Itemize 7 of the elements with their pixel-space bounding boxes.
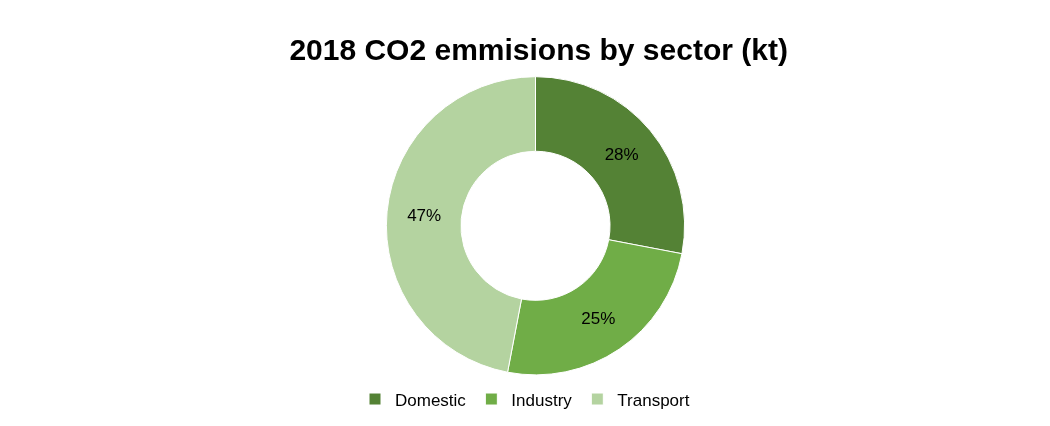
- legend-label: Industry: [511, 390, 573, 410]
- legend-label: Domestic: [395, 390, 467, 410]
- data-label: 25%: [581, 308, 616, 328]
- data-label: 47%: [407, 205, 442, 225]
- chart-title: 2018 CO2 emmisions by sector (kt): [289, 32, 788, 66]
- legend-label: Transport: [617, 390, 690, 410]
- data-label: 28%: [604, 145, 639, 164]
